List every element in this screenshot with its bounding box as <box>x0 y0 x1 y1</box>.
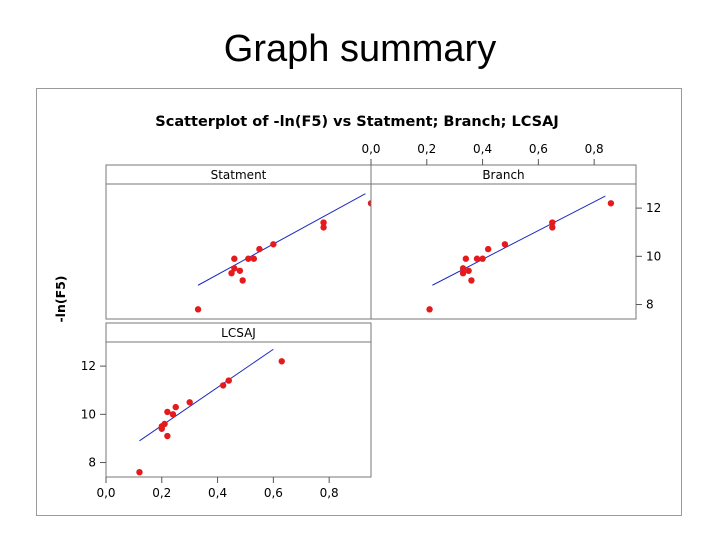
fit-line-statment <box>197 193 366 286</box>
data-point-statment <box>236 267 244 274</box>
data-point-statment <box>245 255 252 262</box>
data-point-branch <box>549 224 556 231</box>
panel-label-branch: Branch <box>482 168 524 182</box>
data-point-branch <box>459 269 467 277</box>
x-tick-label-top: 0,0 <box>361 142 380 156</box>
data-point-statment <box>320 219 327 226</box>
x-tick-label-top: 0,2 <box>417 142 436 156</box>
y-tick-label-left: 12 <box>81 359 96 373</box>
data-point-branch <box>462 255 470 262</box>
panel-plot-lcsaj <box>105 341 372 478</box>
data-point-statment <box>320 224 327 231</box>
panel-plot-branch <box>370 183 637 320</box>
data-point-lcsaj <box>169 411 177 418</box>
panel-label-statment: Statment <box>211 168 267 182</box>
data-point-statment <box>250 255 258 262</box>
y-tick-label-right: 12 <box>646 201 661 215</box>
x-tick-label-top: 0,8 <box>585 142 604 156</box>
x-tick-label-bottom: 0,0 <box>96 486 115 500</box>
data-point-statment <box>231 255 238 262</box>
data-point-branch <box>549 219 556 226</box>
data-point-branch <box>479 255 486 262</box>
chart-title: Scatterplot of -ln(F5) vs Statment; Bran… <box>155 114 558 130</box>
slide-title: Graph summary <box>223 28 497 70</box>
x-tick-label-top: 0,6 <box>529 142 548 156</box>
x-tick-label-bottom: 0,4 <box>208 486 227 500</box>
x-tick-label-bottom: 0,8 <box>320 486 339 500</box>
figure-frame: Scatterplot of -ln(F5) vs Statment; Bran… <box>36 88 682 516</box>
data-point-branch <box>465 267 472 274</box>
data-point-branch <box>473 255 481 262</box>
y-tick-label-left: 10 <box>81 407 96 421</box>
y-tick-label-right: 8 <box>646 298 654 312</box>
data-point-statment <box>270 241 277 248</box>
data-point-lcsaj <box>219 382 227 389</box>
data-point-lcsaj <box>172 403 179 411</box>
data-point-branch <box>501 241 509 248</box>
data-point-statment <box>228 269 235 277</box>
data-point-lcsaj <box>136 468 143 476</box>
data-point-lcsaj <box>186 399 193 406</box>
data-point-statment <box>194 306 202 313</box>
scatterplot-chart: Scatterplot of -ln(F5) vs Statment; Bran… <box>53 114 661 500</box>
data-point-statment <box>231 265 238 272</box>
data-point-lcsaj <box>164 408 171 416</box>
data-point-branch <box>484 245 492 253</box>
y-tick-label-right: 10 <box>646 249 661 263</box>
data-point-lcsaj <box>164 432 171 440</box>
panel-plot-statment <box>105 183 372 320</box>
data-point-lcsaj <box>225 377 232 384</box>
y-tick-label-left: 8 <box>88 456 96 470</box>
data-point-branch <box>607 200 615 207</box>
data-point-branch <box>459 265 467 272</box>
data-point-branch <box>468 277 475 284</box>
y-axis-label: -ln(F5) <box>53 275 68 322</box>
data-point-statment <box>256 245 263 253</box>
x-tick-label-bottom: 0,6 <box>264 486 283 500</box>
data-point-lcsaj <box>278 358 285 365</box>
x-tick-label-bottom: 0,2 <box>152 486 171 500</box>
x-tick-label-top: 0,4 <box>473 142 492 156</box>
data-point-statment <box>239 277 246 284</box>
data-point-lcsaj <box>161 420 168 428</box>
data-point-branch <box>426 306 433 313</box>
panel-label-lcsaj: LCSAJ <box>221 326 256 340</box>
